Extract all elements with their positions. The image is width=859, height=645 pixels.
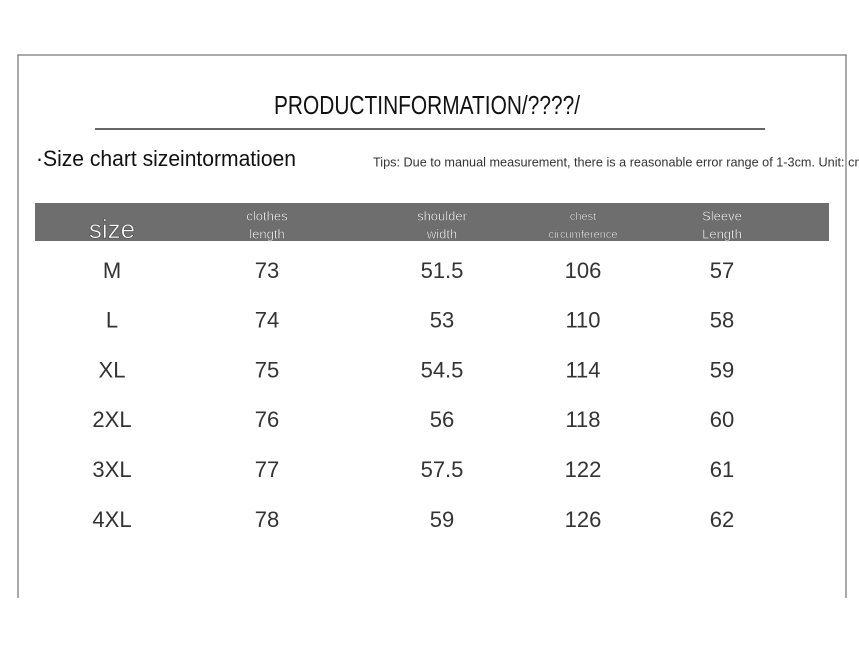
table-cell: 75	[255, 357, 279, 382]
table-cell: 73	[255, 258, 279, 283]
header-bar	[35, 203, 829, 241]
table-cell: XL	[99, 357, 126, 382]
column-header: size	[89, 214, 135, 244]
table-cell: 76	[255, 407, 279, 432]
panel	[17, 54, 847, 616]
table-cell: 58	[710, 308, 734, 333]
column-header: Sleeve	[702, 208, 742, 223]
column-header: circumference	[548, 229, 617, 241]
table-cell: 118	[565, 407, 600, 432]
table-cell: 57.5	[421, 457, 464, 482]
table-cell: 110	[565, 308, 600, 333]
table-cell: 122	[565, 457, 602, 482]
column-header: chest	[570, 211, 596, 223]
table-cell: 77	[255, 457, 279, 482]
table-cell: 59	[430, 507, 454, 532]
table-cell: 62	[710, 507, 734, 532]
table-cell: 56	[430, 407, 454, 432]
table-cell: 59	[710, 357, 734, 382]
table-cell: 61	[710, 457, 734, 482]
table-cell: 106	[565, 258, 602, 283]
column-header: Length	[702, 226, 742, 241]
table-cell: 4XL	[92, 507, 131, 532]
table-cell: 74	[255, 308, 279, 333]
table-cell: 53	[430, 308, 454, 333]
table-cell: 54.5	[421, 357, 464, 382]
table-cell: 78	[255, 507, 279, 532]
title: PRODUCTINFORMATION/????/	[274, 90, 581, 120]
table-cell: 126	[565, 507, 602, 532]
table-cell: 114	[565, 357, 600, 382]
column-header: width	[426, 226, 457, 241]
table-cell: 60	[710, 407, 734, 432]
column-header: shoulder	[417, 208, 468, 223]
table-cell: M	[103, 258, 121, 283]
subtitle: ·Size chart sizeintormatioen	[36, 146, 296, 171]
table-cell: 3XL	[92, 457, 131, 482]
table-cell: 57	[710, 258, 734, 283]
table-cell: 2XL	[92, 407, 131, 432]
column-header: length	[249, 226, 284, 241]
column-header: clothes	[246, 208, 288, 223]
tips: Tips: Due to manual measurement, there i…	[373, 154, 859, 169]
table-cell: 51.5	[421, 258, 464, 283]
table-cell: L	[106, 308, 118, 333]
bottom-margin	[0, 598, 859, 645]
